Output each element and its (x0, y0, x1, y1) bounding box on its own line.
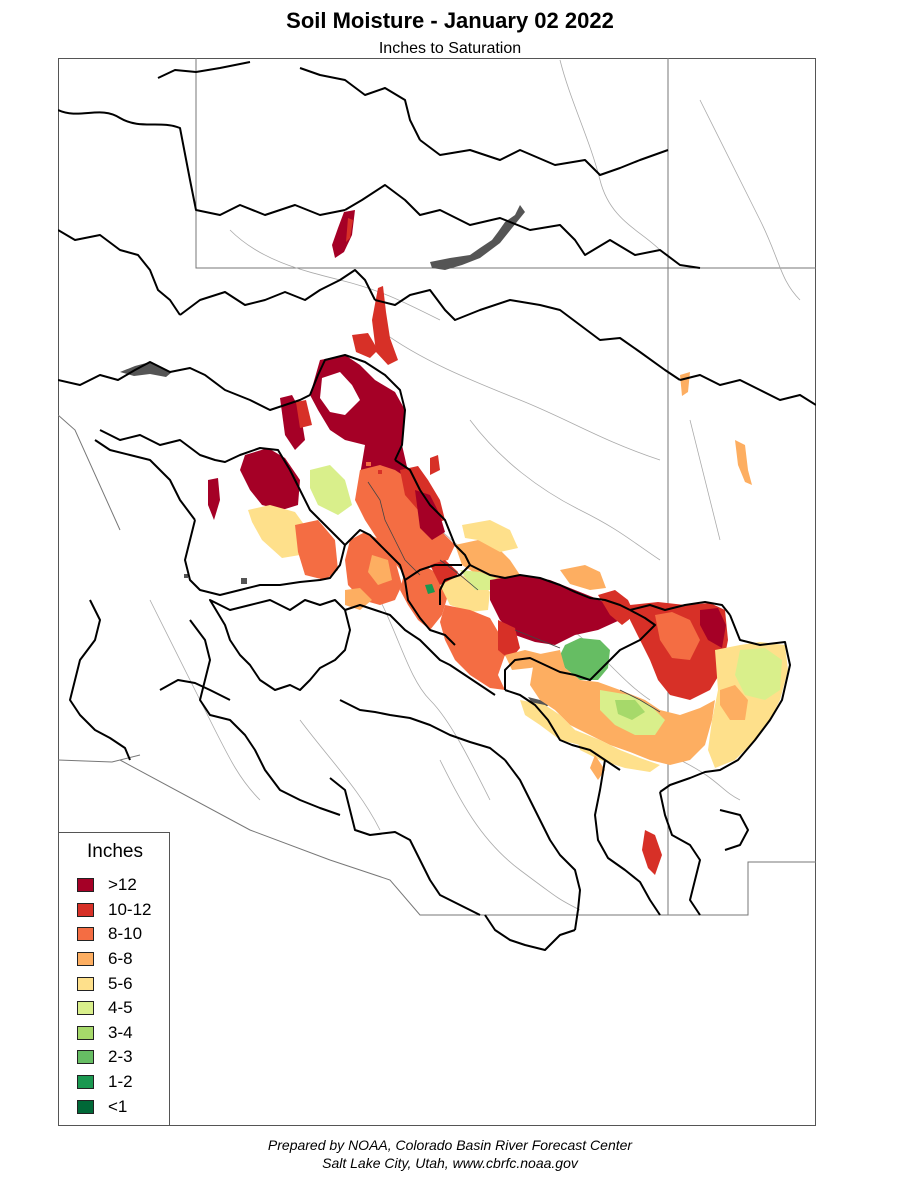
legend-items: >12 10-12 8-10 6-8 5-6 4-5 3-4 2-3 1-2 <1 (77, 873, 151, 1119)
legend-swatch (77, 1075, 94, 1090)
map-subtitle: Inches to Saturation (378, 40, 522, 57)
legend-item: 4-5 (77, 996, 151, 1021)
legend-item: 5-6 (77, 971, 151, 996)
legend-label: 3-4 (108, 1022, 133, 1042)
map-title: Soil Moisture - January 02 2022 (286, 8, 614, 33)
legend-item: 10-12 (77, 898, 151, 923)
legend-item: 6-8 (77, 947, 151, 972)
legend-swatch (77, 952, 94, 967)
legend-title: Inches (87, 841, 143, 862)
legend-label: 10-12 (108, 899, 152, 919)
legend-item: 2-3 (77, 1045, 151, 1070)
legend-label: >12 (108, 875, 137, 895)
legend-swatch (77, 878, 94, 893)
legend-label: 1-2 (108, 1072, 133, 1092)
credit-line-1: Prepared by NOAA, Colorado Basin River F… (267, 1137, 633, 1153)
legend-label: 2-3 (108, 1047, 133, 1067)
legend-label: 8-10 (108, 924, 143, 944)
legend-item: 1-2 (77, 1070, 151, 1095)
basin-boundaries (58, 61, 816, 951)
lakes (120, 205, 550, 707)
legend-swatch (77, 927, 94, 942)
legend-item: 3-4 (77, 1021, 151, 1046)
moisture-fill (208, 210, 788, 875)
legend-item: <1 (77, 1094, 151, 1119)
legend-swatch (77, 1099, 94, 1114)
legend-label: 6-8 (108, 949, 133, 969)
legend-item: 8-10 (77, 922, 151, 947)
legend-swatch (77, 902, 94, 917)
map-frame (58, 58, 816, 1126)
legend-label: 5-6 (108, 973, 133, 993)
map-legend: Inches >12 10-12 8-10 6-8 5-6 4-5 3-4 2-3 1-2 <1 (58, 832, 170, 1126)
legend-swatch (77, 1050, 94, 1065)
legend-label: 4-5 (108, 998, 133, 1018)
soil-moisture-map (58, 58, 816, 951)
legend-label: <1 (108, 1096, 128, 1116)
legend-swatch (77, 1001, 94, 1016)
legend-swatch (77, 1025, 94, 1040)
credit-line-2: Salt Lake City, Utah, www.cbrfc.noaa.gov (322, 1155, 578, 1171)
state-boundaries (58, 58, 816, 916)
legend-swatch (77, 976, 94, 991)
legend-item: >12 (77, 873, 151, 898)
